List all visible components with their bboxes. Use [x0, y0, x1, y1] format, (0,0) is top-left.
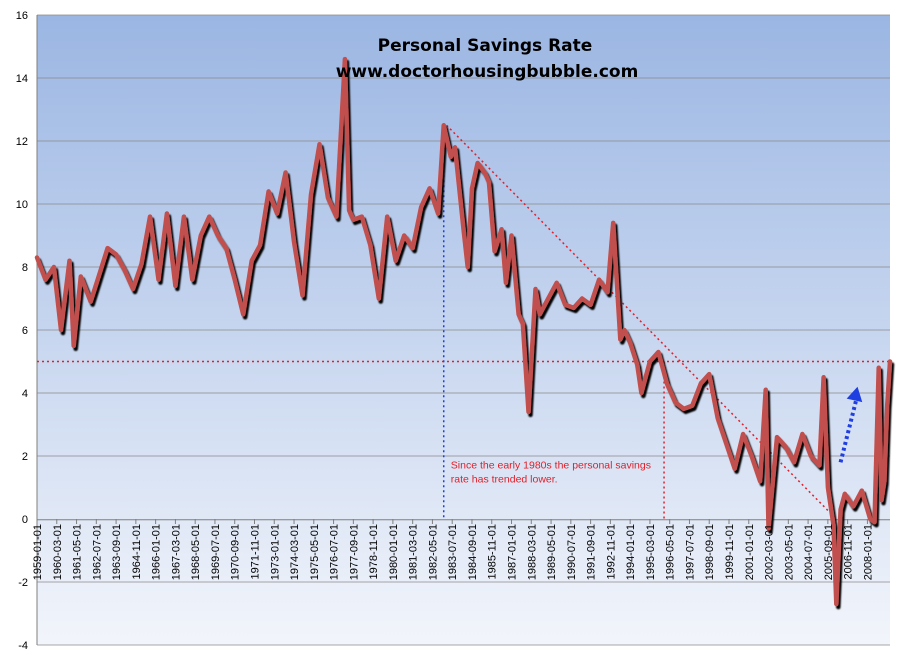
x-tick-label: 1987-01-01 — [507, 524, 519, 580]
x-tick-label: 1998-09-01 — [704, 524, 716, 580]
gridlines — [36, 14, 890, 646]
x-tick-label: 1994-01-01 — [625, 524, 637, 580]
x-tick-label: 1995-03-01 — [645, 524, 657, 580]
x-tick-label: 1999-11-01 — [724, 524, 736, 579]
y-tick-label: 8 — [22, 262, 28, 274]
annotation-text-line: Since the early 1980s the personal savin… — [451, 460, 651, 472]
x-tick-label: 2008-01-01 — [862, 524, 874, 580]
x-tick-label: 1988-03-01 — [526, 524, 538, 580]
annotation: Since the early 1980s the personal savin… — [451, 460, 651, 486]
x-tick-label: 2002-03-01 — [764, 524, 776, 580]
upturn-arrow — [838, 386, 863, 463]
arrow-head-icon — [846, 386, 863, 403]
x-tick-label: 2004-07-01 — [803, 524, 815, 580]
x-tick-label: 1991-09-01 — [586, 524, 598, 580]
series-group — [34, 56, 893, 607]
x-tick-label: 1968-05-01 — [190, 524, 202, 580]
chart-title: Personal Savings Rate — [378, 36, 593, 56]
x-tick-label: 2001-01-01 — [744, 524, 756, 580]
x-tick-label: 1977-09-01 — [348, 524, 360, 580]
x-tick-label: 1970-09-01 — [230, 524, 242, 580]
annotation-text-line: rate has trended lower. — [451, 474, 558, 486]
y-tick-label: 6 — [22, 325, 28, 337]
x-tick-label: 1997-07-01 — [684, 524, 696, 580]
y-tick-labels: -4 -2 0 2 4 6 8 10 12 14 16 — [16, 10, 28, 652]
x-tick-label: 1966-01-01 — [151, 524, 163, 580]
x-tick-label: 1992-11-01 — [605, 524, 617, 579]
downtrend-line — [446, 124, 837, 520]
x-tick-label: 1971-11-01 — [249, 524, 261, 579]
x-tick-label: 1962-07-01 — [91, 524, 103, 580]
y-tick-label: 16 — [16, 10, 28, 22]
x-tick-label: 1983-07-01 — [447, 524, 459, 580]
x-tick-label: 1990-07-01 — [566, 524, 578, 580]
x-tick-label: 2005-09-01 — [823, 524, 835, 580]
x-tick-label: 2006-11-01 — [843, 524, 855, 579]
y-tick-label: 2 — [22, 451, 28, 463]
x-tick-label: 1960-03-01 — [52, 524, 64, 580]
y-tick-label: 4 — [22, 388, 28, 400]
x-tick-label: 1975-05-01 — [309, 524, 321, 580]
x-tick-label: 1959-01-01 — [32, 524, 44, 580]
x-tick-label: 1976-07-01 — [329, 524, 341, 580]
x-tick-label: 1978-11-01 — [368, 524, 380, 579]
y-tick-label: -4 — [18, 640, 28, 652]
x-tick-label: 1961-05-01 — [72, 524, 84, 580]
x-tick-label: 1967-03-01 — [170, 524, 182, 580]
x-tick-label: 1982-05-01 — [427, 524, 439, 580]
x-tick-label: 1996-05-01 — [665, 524, 677, 580]
savings-rate-line — [34, 56, 893, 607]
x-tick-label: 1969-07-01 — [210, 524, 222, 580]
y-tick-label: -2 — [18, 577, 28, 589]
y-tick-label: 10 — [16, 199, 28, 211]
y-tick-label: 0 — [22, 514, 28, 526]
x-tick-label: 2003-05-01 — [783, 524, 795, 580]
x-tick-label: 1981-03-01 — [408, 524, 420, 580]
chart-subtitle: www.doctorhousingbubble.com — [336, 62, 639, 82]
x-tick-label: 1985-11-01 — [487, 524, 499, 579]
x-tick-label: 1973-01-01 — [269, 524, 281, 580]
reference-lines — [37, 124, 890, 520]
y-tick-label: 12 — [16, 136, 28, 148]
x-tick-label: 1980-01-01 — [388, 524, 400, 580]
x-tick-labels: 1959-01-01 1960-03-01 1961-05-01 1962-07-01… — [32, 524, 874, 580]
x-tick-label: 1964-11-01 — [131, 524, 143, 579]
x-tick-label: 1984-09-01 — [467, 524, 479, 580]
y-tick-label: 14 — [16, 73, 28, 85]
x-tick-label: 1974-03-01 — [289, 524, 301, 580]
x-tick-label: 1963-09-01 — [111, 524, 123, 580]
x-tick-label: 1989-05-01 — [546, 524, 558, 580]
